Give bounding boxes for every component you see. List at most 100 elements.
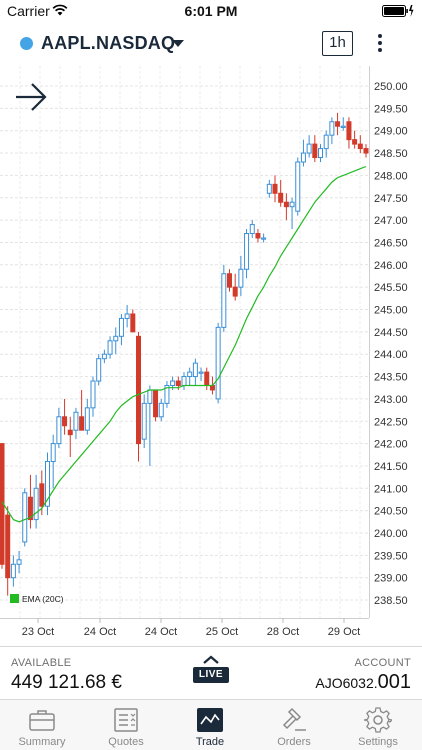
candle-body (209, 384, 215, 391)
gear-icon (364, 707, 392, 733)
ema-line (1, 165, 367, 523)
briefcase-icon (29, 710, 55, 731)
candle-body (289, 201, 295, 208)
y-tick-label: 247.00 (374, 215, 408, 227)
candle-body (50, 443, 56, 462)
tab-label: Settings (358, 736, 398, 748)
y-tick-label: 239.00 (374, 573, 408, 585)
candle-body (340, 125, 346, 128)
instrument-header: AAPL.NASDAQ 1h (0, 22, 422, 66)
arrow-right-icon[interactable] (14, 82, 48, 112)
x-tick-label: 24 Oct (84, 626, 116, 638)
candle-body (113, 335, 119, 342)
available-label: AVAILABLE (11, 657, 72, 669)
candle-body (67, 429, 73, 436)
candle-body (346, 121, 352, 141)
ema-legend: EMA (20C) (10, 594, 64, 604)
candle-body (278, 192, 284, 203)
candle-body (164, 384, 170, 404)
candle-body (141, 402, 147, 440)
y-tick-label: 241.00 (374, 483, 408, 495)
candle-body (22, 492, 28, 543)
candle-body (255, 233, 261, 239)
candle-body (62, 416, 68, 427)
tab-orders[interactable]: Orders (252, 700, 336, 750)
trade-chart-icon (197, 708, 223, 732)
candle-body (79, 416, 85, 431)
y-tick-label: 247.50 (374, 193, 408, 205)
account-id[interactable]: AJO6032.001 (315, 671, 411, 694)
candle-body (73, 411, 79, 431)
price-chart[interactable]: 250.00 249.50 249.00 248.50 248.00 247.50 247.… (0, 66, 422, 646)
y-tick-label: 246.50 (374, 237, 408, 249)
tab-bar: Summary Quotes Trade Orders Settings (0, 700, 422, 750)
status-bar: Carrier 6:01 PM (0, 0, 422, 22)
x-tick-label: 25 Oct (206, 626, 238, 638)
candle-body (27, 496, 33, 521)
tab-label: Orders (277, 736, 311, 748)
candle-body (221, 273, 227, 328)
y-tick-label: 245.50 (374, 282, 408, 294)
y-tick-label: 243.00 (374, 394, 408, 406)
candle-body (101, 353, 107, 360)
tab-settings[interactable]: Settings (336, 700, 420, 750)
candle-body (272, 183, 278, 194)
candle-body (153, 389, 159, 418)
more-options-icon[interactable] (376, 34, 384, 54)
candle-body (198, 371, 204, 374)
candle-body (170, 380, 176, 386)
candle-body (227, 273, 232, 288)
chevron-up-icon[interactable] (202, 655, 220, 665)
chevron-down-icon[interactable] (172, 40, 184, 47)
candle-body (187, 371, 193, 378)
candlestick-chart[interactable]: 250.00 249.50 249.00 248.50 248.00 247.50 247.… (0, 66, 422, 646)
candle-body (192, 362, 198, 378)
y-tick-label: 243.50 (374, 372, 408, 384)
gavel-icon (282, 707, 306, 731)
candle-body (249, 224, 255, 235)
carrier-label: Carrier (7, 3, 50, 19)
candle-body (124, 313, 130, 319)
candle-body (175, 380, 181, 386)
candle-body (352, 139, 358, 145)
account-label: ACCOUNT (354, 657, 411, 669)
y-tick-label: 239.50 (374, 550, 408, 562)
candle-body (215, 326, 221, 400)
candle-body (232, 286, 238, 297)
candle-body (244, 233, 250, 270)
candle-body (118, 317, 124, 337)
candle-body (107, 340, 113, 355)
account-bar: AVAILABLE 449 121.68 € LIVE ACCOUNT AJO6… (0, 646, 422, 700)
tab-label: Summary (18, 736, 66, 748)
tab-label: Trade (195, 736, 225, 748)
y-tick-label: 248.50 (374, 148, 408, 160)
ema-legend-swatch (10, 594, 19, 603)
y-tick-label: 242.50 (374, 416, 408, 428)
candle-body (283, 201, 289, 208)
candle-body (5, 514, 11, 579)
candle-body (90, 380, 96, 409)
y-tick-label: 246.00 (374, 260, 408, 272)
candle-body (323, 134, 329, 150)
x-tick-label: 23 Oct (22, 626, 54, 638)
candle-body (261, 237, 267, 240)
tab-quotes[interactable]: Quotes (84, 700, 168, 750)
tab-label: Quotes (108, 736, 144, 748)
candle-body (318, 148, 323, 159)
instrument-symbol[interactable]: AAPL.NASDAQ (41, 33, 176, 53)
tab-summary[interactable]: Summary (0, 700, 84, 750)
candle-body (84, 407, 90, 431)
y-tick-label: 238.50 (374, 595, 408, 607)
wifi-icon (52, 4, 68, 16)
candle-body (266, 183, 272, 194)
y-tick-label: 249.00 (374, 126, 408, 138)
timeframe-button[interactable]: 1h (322, 31, 353, 56)
ema-legend-label: EMA (20C) (22, 594, 64, 604)
live-badge[interactable]: LIVE (193, 667, 229, 683)
y-tick-label: 240.00 (374, 528, 408, 540)
candle-body (238, 268, 244, 288)
available-value: 449 121.68 € (11, 672, 122, 693)
candle-body (56, 416, 62, 445)
tab-trade[interactable]: Trade (168, 700, 252, 750)
x-tick-label: 29 Oct (328, 626, 360, 638)
